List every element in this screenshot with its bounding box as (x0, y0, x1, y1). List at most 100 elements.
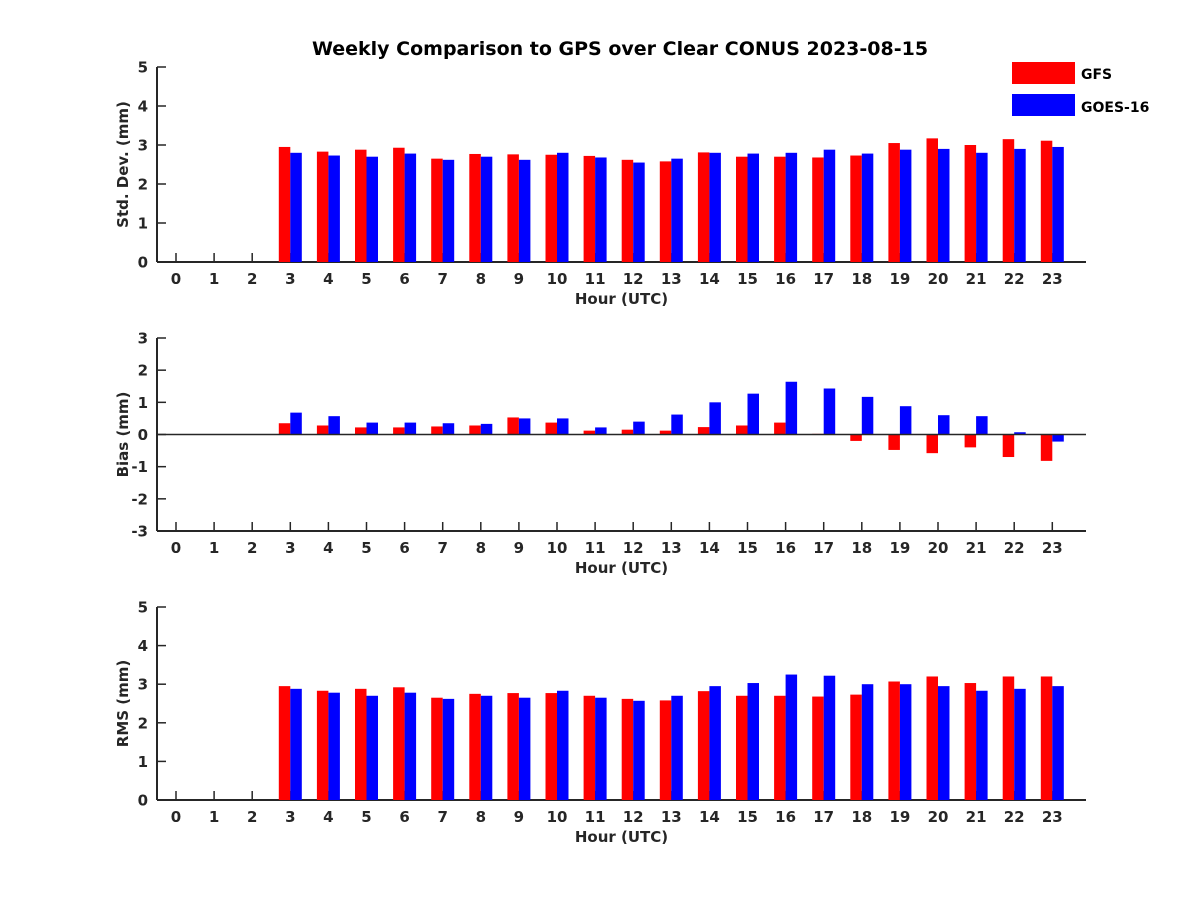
x-tick-label: 22 (1004, 808, 1025, 826)
bar-goes16 (823, 388, 836, 435)
legend-label-gfs: GFS (1081, 67, 1112, 83)
bar-goes16 (557, 418, 569, 435)
x-tick-label: 6 (399, 270, 409, 288)
bar-gfs (697, 427, 710, 435)
x-tick-label: 12 (623, 270, 644, 288)
bar-gfs (736, 156, 748, 262)
x-tick-label: 5 (361, 808, 371, 826)
legend: GFS GOES-16 (1012, 62, 1149, 116)
bar-gfs (469, 153, 481, 262)
bar-gfs (278, 146, 291, 262)
x-tick-label: 7 (437, 270, 447, 288)
x-tick-label: 19 (889, 808, 910, 826)
y-tick-label: 2 (138, 714, 148, 732)
x-tick-label: 22 (1004, 270, 1025, 288)
bar-gfs (774, 695, 786, 800)
bar-gfs (850, 434, 862, 441)
x-axis-label: Hour (UTC) (575, 828, 668, 846)
y-tick-label: 3 (138, 330, 148, 348)
y-tick-label: 1 (138, 215, 148, 233)
bar-goes16 (899, 684, 912, 800)
x-tick-label: 2 (247, 808, 257, 826)
x-tick-label: 12 (623, 539, 644, 557)
bar-gfs (355, 688, 367, 800)
bar-gfs (774, 156, 786, 262)
bar-gfs (850, 694, 862, 800)
bar-goes16 (633, 421, 645, 435)
y-tick-label: 3 (138, 137, 148, 155)
bar-goes16 (290, 412, 302, 435)
x-tick-label: 11 (585, 539, 606, 557)
bar-gfs (583, 430, 596, 435)
x-tick-label: 18 (851, 539, 872, 557)
bar-gfs (545, 422, 557, 435)
x-tick-label: 11 (585, 808, 606, 826)
bar-goes16 (1052, 434, 1064, 442)
bar-goes16 (518, 418, 531, 435)
bar-goes16 (709, 402, 721, 435)
bar-goes16 (595, 697, 607, 800)
x-tick-label: 0 (171, 539, 181, 557)
bar-gfs (278, 686, 291, 800)
y-tick-label: 0 (138, 426, 148, 444)
x-tick-label: 4 (323, 539, 333, 557)
x-tick-label: 12 (623, 808, 644, 826)
bar-goes16 (480, 156, 493, 262)
x-tick-label: 3 (285, 539, 295, 557)
bar-goes16 (976, 690, 988, 800)
legend-swatch-goes16 (1012, 94, 1075, 116)
bar-goes16 (785, 381, 798, 435)
bar-goes16 (442, 423, 455, 435)
y-axis-label: Std. Dev. (mm) (114, 101, 132, 228)
bar-goes16 (938, 415, 950, 435)
y-tick-label: 1 (138, 753, 148, 771)
bar-goes16 (823, 149, 836, 262)
x-tick-label: 14 (699, 270, 720, 288)
bar-gfs (736, 695, 748, 800)
bar-goes16 (480, 695, 493, 800)
x-tick-label: 9 (514, 808, 524, 826)
bar-goes16 (938, 686, 950, 800)
bar-goes16 (595, 427, 607, 435)
y-tick-label: -1 (131, 458, 148, 476)
y-tick-label: -3 (131, 523, 148, 541)
bar-gfs (431, 426, 443, 435)
bar-goes16 (557, 690, 569, 800)
x-tick-label: 22 (1004, 539, 1025, 557)
x-tick-label: 0 (171, 270, 181, 288)
x-tick-label: 17 (813, 539, 834, 557)
bar-gfs (812, 157, 824, 262)
bar-gfs (621, 429, 634, 435)
bar-gfs (316, 425, 329, 435)
y-tick-label: 3 (138, 676, 148, 694)
bar-goes16 (747, 393, 759, 435)
bar-goes16 (1014, 688, 1026, 800)
bar-gfs (355, 427, 367, 435)
bar-gfs (659, 430, 672, 435)
bar-gfs (850, 155, 862, 262)
bar-gfs (431, 697, 443, 800)
y-tick-label: 2 (138, 176, 148, 194)
bar-goes16 (976, 416, 988, 435)
bar-gfs (393, 427, 405, 435)
bar-goes16 (938, 148, 950, 262)
bar-gfs (888, 143, 900, 262)
x-tick-label: 1 (209, 539, 219, 557)
bar-goes16 (1014, 148, 1026, 262)
bar-goes16 (633, 162, 645, 262)
y-tick-label: 0 (138, 254, 148, 272)
bar-goes16 (1014, 432, 1026, 435)
x-tick-label: 16 (775, 539, 796, 557)
bar-gfs (278, 423, 291, 435)
bar-goes16 (557, 152, 569, 262)
bar-gfs (469, 425, 481, 435)
x-tick-label: 15 (737, 808, 758, 826)
bar-goes16 (1052, 686, 1064, 800)
bar-goes16 (328, 416, 340, 435)
x-tick-label: 4 (323, 270, 333, 288)
bar-gfs (583, 695, 596, 800)
bar-gfs (659, 700, 672, 800)
